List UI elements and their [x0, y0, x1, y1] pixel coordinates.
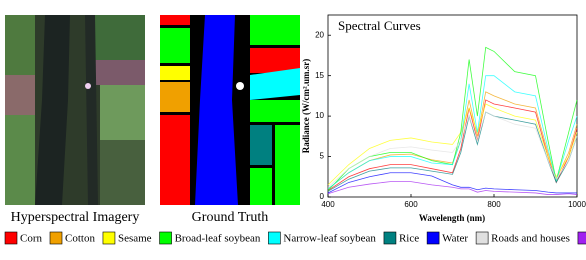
x-tick-label: 600: [404, 200, 418, 209]
legend-swatch: [383, 231, 397, 245]
plot-frame: [327, 14, 578, 198]
x-tick-label: 400: [321, 200, 335, 209]
series-line: [327, 75, 578, 190]
hyperspectral-image: [5, 15, 145, 205]
legend-swatch: [4, 231, 18, 245]
legend-label: Cotton: [65, 233, 95, 245]
legend-swatch: [577, 231, 586, 245]
legend-label: Narrow-leaf soybean: [283, 233, 376, 245]
y-axis-label: Radiance (W/cm².um.sr): [301, 59, 311, 153]
y-tick-label: 15: [315, 71, 324, 80]
legend-swatch: [159, 231, 172, 245]
y-tick-label: 10: [315, 111, 324, 120]
x-tick-label: 800: [487, 200, 501, 209]
legend-label: Broad-leaf soybean: [175, 233, 261, 245]
legend-label: Corn: [20, 233, 43, 245]
legend-swatch: [475, 231, 489, 245]
series-line: [327, 46, 578, 191]
series-line: [327, 172, 577, 194]
y-tick-label: 5: [320, 152, 325, 161]
legend-label: Water: [442, 233, 468, 245]
y-tick-label: 20: [315, 30, 324, 39]
legend-label: Rice: [399, 233, 419, 245]
panel-caption: Hyperspectral Imagery: [11, 210, 140, 225]
legend-swatch: [49, 231, 63, 245]
x-tick-label: 1000: [568, 200, 586, 209]
legend-label: Roads and houses: [491, 233, 570, 245]
y-tick-label: 0: [320, 192, 325, 201]
legend-swatch: [102, 231, 116, 245]
x-axis-label: Wavelength (nm): [419, 213, 485, 223]
legend-label: Sesame: [118, 233, 152, 245]
ground-truth-map: [160, 15, 300, 205]
legend-swatch: [426, 231, 440, 245]
panel-caption: Ground Truth: [192, 210, 269, 225]
legend-swatch: [268, 231, 281, 245]
series-line: [327, 181, 578, 195]
series-line: [327, 91, 578, 190]
chart-title: Spectral Curves: [338, 18, 421, 33]
series-line: [327, 103, 578, 186]
series-line: [327, 111, 578, 188]
